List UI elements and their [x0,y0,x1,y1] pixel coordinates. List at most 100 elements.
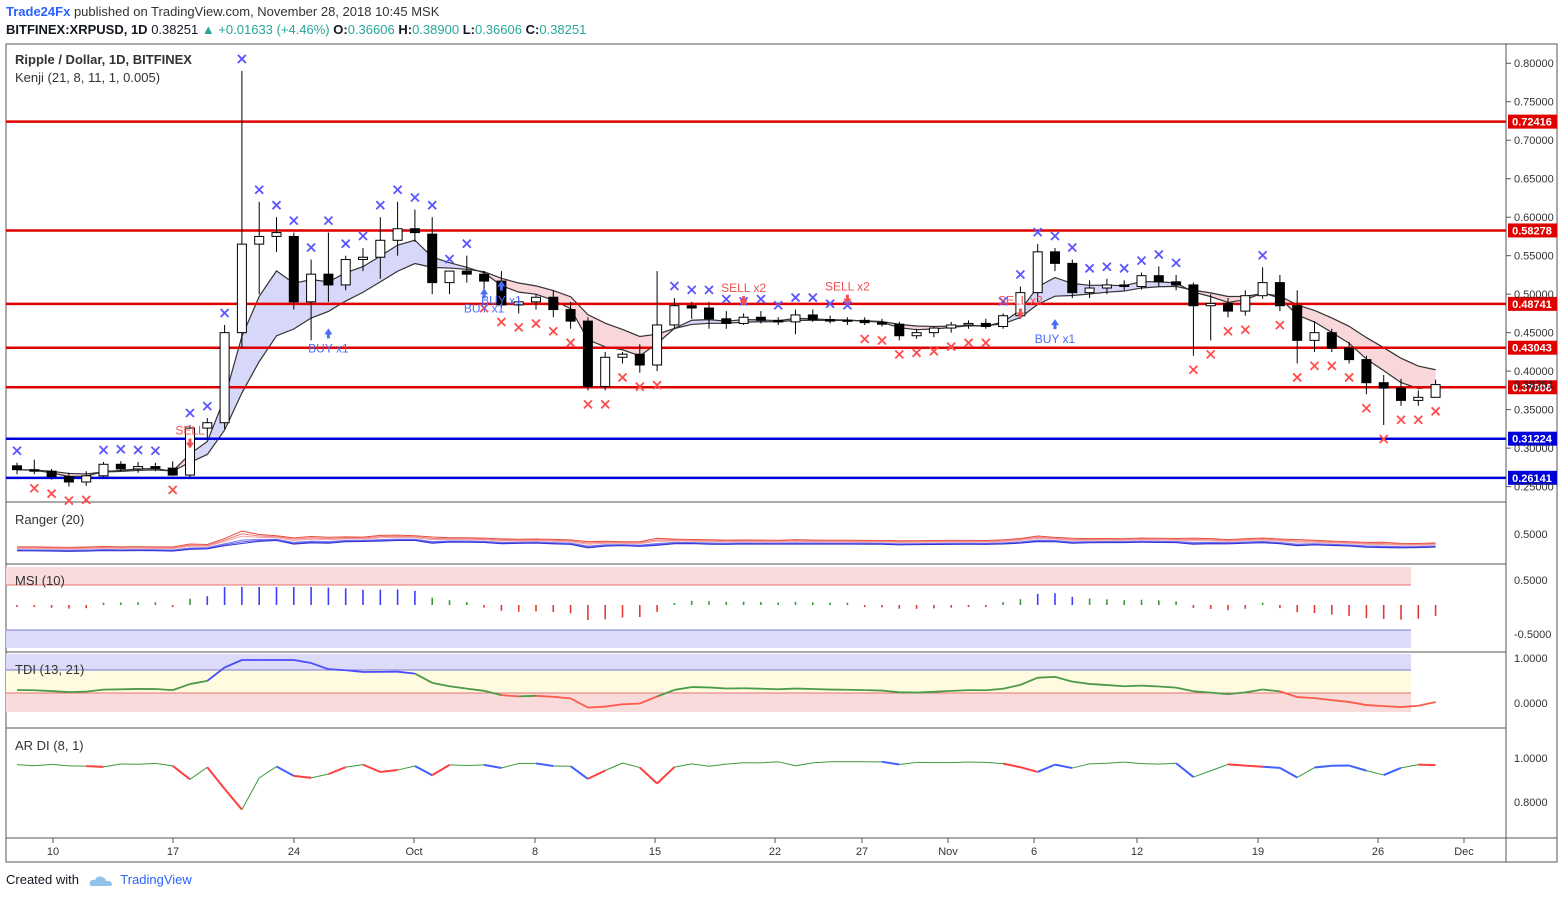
price-tick-label: 0.35000 [1514,405,1554,417]
red-cross-mark [1413,415,1423,425]
candle-body [1396,387,1406,401]
blue-cross-mark [202,401,212,411]
time-tick-label: 6 [1031,846,1037,858]
candle-body [1171,281,1182,286]
tdi-line-segment [86,688,104,693]
candle-body [1119,284,1130,287]
candle-body [375,239,386,258]
candle-body [565,309,576,322]
open-value: 0.36606 [347,22,395,37]
tdi-line-segment [483,689,502,697]
tdi-line-segment [760,687,779,691]
candle-body [63,476,74,483]
red-cross-mark [64,495,74,506]
tdi-line-segment [1106,684,1125,688]
time-tick-label: Dec [1454,846,1474,858]
candle-body [548,296,559,311]
tdi-line-segment [1383,705,1402,708]
candle-body [1101,284,1112,289]
red-cross-mark [46,489,57,499]
ardi-line-segment [1141,763,1159,765]
ranger-tick: 0.5000 [1514,529,1548,541]
candle-body [877,322,887,325]
ardi-line-segment [674,763,692,768]
msi-tick-lower: -0.5000 [1514,629,1551,641]
sell-signal-label: SELL [175,424,205,438]
tdi-line-segment [1297,696,1315,700]
kenji-cloud-segment [1401,358,1419,389]
tdi-line-segment [1124,684,1142,688]
candle-body [755,316,766,321]
blue-cross-mark [704,285,714,295]
candle-body [1378,382,1389,389]
ardi-line-segment [483,763,502,769]
tdi-line-segment [1037,675,1056,679]
candle-body [288,235,299,303]
buy-arrow-icon [324,328,333,339]
tradingview-link[interactable]: TradingView [120,872,192,887]
candle-body [427,233,438,284]
ardi-line-segment [172,765,191,781]
ardi-line-segment [639,766,658,785]
red-cross-mark [1206,349,1216,359]
red-cross-mark [860,334,870,344]
last-price: 0.38251 [151,22,199,37]
sell-arrow-icon [186,438,194,449]
blue-cross-mark [306,242,316,253]
tdi-line-segment [1348,701,1367,706]
publisher-name[interactable]: Trade24Fx [6,4,71,19]
price-tick-label: 0.45000 [1514,328,1554,340]
time-tick-label: 10 [47,846,59,858]
tdi-line-segment [1020,676,1039,686]
candle-body [115,463,126,470]
blue-cross-mark [98,445,109,455]
ardi-line-segment [1020,766,1038,773]
ardi-line-segment [362,763,381,773]
red-cross-mark [652,380,662,390]
ranger-band-line [16,539,1436,552]
red-cross-mark [877,335,887,346]
ardi-line-segment [1262,765,1280,769]
ardi-line-segment [1193,770,1211,778]
candle-body [254,235,265,245]
level-label-box [1508,114,1557,129]
tdi-line-segment [622,702,640,706]
candle-body [807,314,818,321]
price-tick-label: 0.50000 [1514,289,1554,301]
candle-body [444,270,455,284]
red-cross-mark [1188,365,1199,375]
blue-cross-mark [116,444,126,454]
level-label: 0.31224 [1512,434,1553,446]
tdi-line-segment [345,669,364,673]
red-cross-mark [1379,434,1389,444]
kenji-cloud-segment [1314,310,1332,333]
indicator-panes[interactable] [6,530,1437,811]
candle-body [790,314,801,323]
kenji-cloud-segment [605,323,623,350]
candle-body [1205,302,1216,307]
tdi-line-segment [466,687,485,692]
ardi-line-segment [1124,761,1142,765]
time-tick-label: 17 [167,846,179,858]
tdi-line-segment [414,672,433,684]
low-label: L: [462,22,475,37]
ranger-band-line [16,539,1436,552]
tdi-line-segment [397,670,415,675]
tdi-line-segment [1193,690,1211,694]
red-cross-mark [963,338,974,348]
blue-cross-mark [1084,263,1095,273]
candle-body [271,232,282,237]
blue-cross-mark [842,300,853,310]
tdi-line-segment [1002,683,1021,690]
ardi-line-segment [1227,763,1246,767]
blue-cross-mark [669,281,680,291]
ranger-legend: Ranger (20) [15,512,84,527]
ardi-line-segment [726,762,744,765]
tdi-line-segment [1418,701,1436,707]
time-tick-label: 19 [1252,846,1264,858]
chart-title: Ripple / Dollar, 1D, BITFINEX [15,52,192,67]
symbol-label: BITFINEX:XRPUSD, 1D [6,22,148,37]
red-cross-mark [548,326,558,336]
